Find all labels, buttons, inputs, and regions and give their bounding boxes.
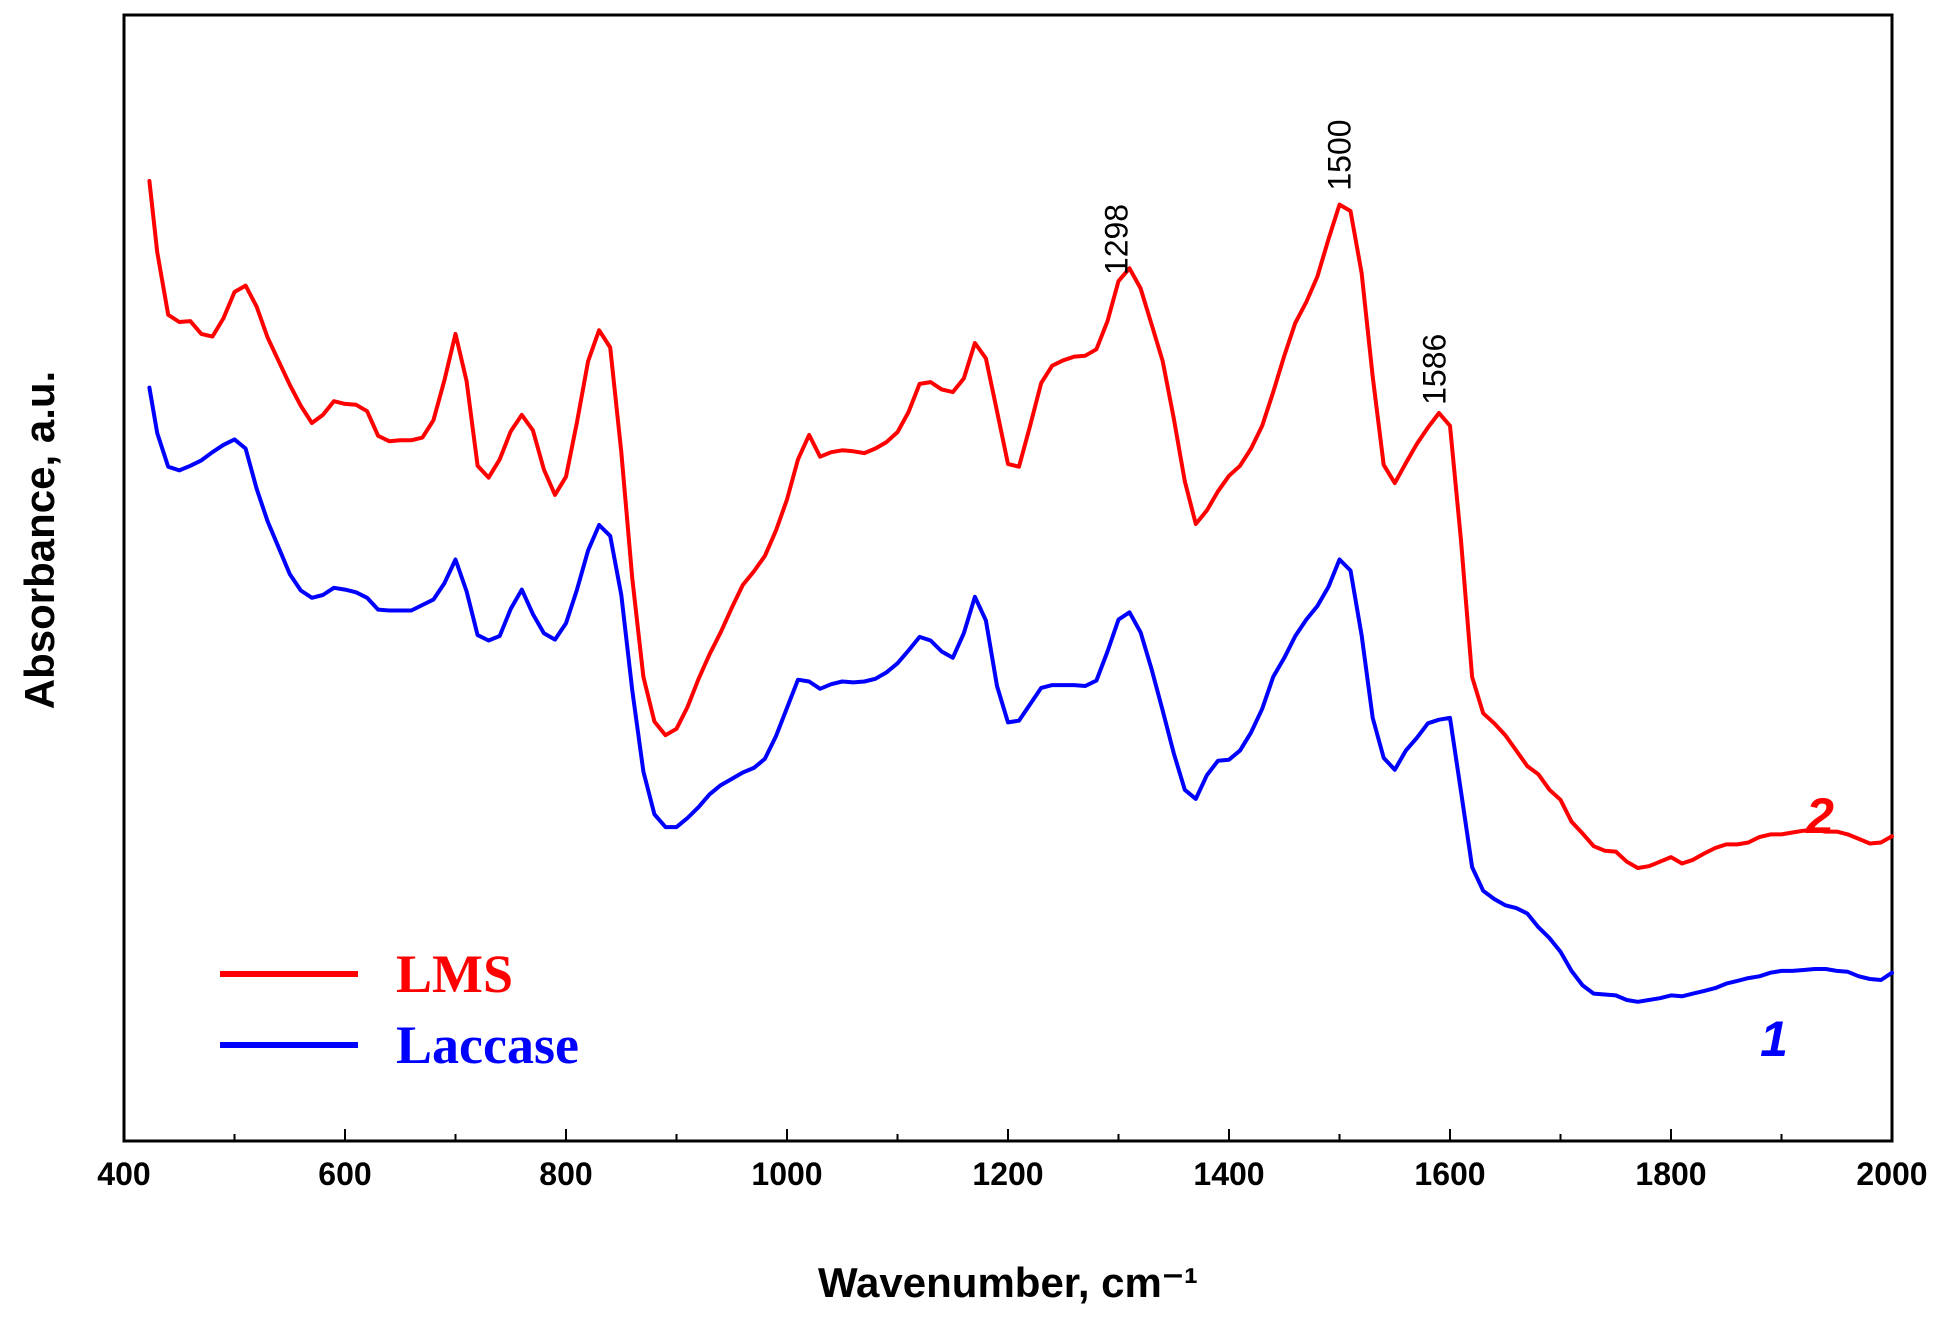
x-tick-label: 600 xyxy=(318,1156,371,1192)
x-tick-label: 1400 xyxy=(1193,1156,1264,1192)
x-tick-label: 1600 xyxy=(1414,1156,1485,1192)
x-tick-label: 1200 xyxy=(972,1156,1043,1192)
legend-label-laccase: Laccase xyxy=(396,1015,579,1075)
series-layer xyxy=(147,179,1894,1004)
series-line-laccase xyxy=(147,385,1894,1004)
peak-label: 1298 xyxy=(1098,204,1134,275)
x-tick-label: 400 xyxy=(97,1156,150,1192)
peak-label: 1586 xyxy=(1417,334,1453,405)
curve-label-laccase: 1 xyxy=(1760,1011,1788,1067)
peak-label: 1500 xyxy=(1322,119,1358,190)
x-tick-label: 800 xyxy=(539,1156,592,1192)
plot-frame xyxy=(122,13,1894,1143)
legend-label-lms: LMS xyxy=(396,944,513,1004)
x-axis-ticks xyxy=(123,1129,1893,1141)
x-tick-label: 1800 xyxy=(1635,1156,1706,1192)
peak-annotations: 1298 1500 1586 xyxy=(1098,119,1452,404)
series-line-lms xyxy=(147,179,1894,870)
x-axis-tick-labels: 400 600 800 1000 1200 1400 1600 1800 2000 xyxy=(97,1156,1927,1192)
curve-label-lms: 2 xyxy=(1805,788,1834,844)
legend: LMS Laccase xyxy=(220,944,579,1075)
y-axis-title: Absorbance, a.u. xyxy=(16,371,63,709)
x-tick-label: 2000 xyxy=(1856,1156,1927,1192)
x-tick-label: 1000 xyxy=(751,1156,822,1192)
x-axis-title: Wavenumber, cm⁻¹ xyxy=(818,1259,1198,1306)
